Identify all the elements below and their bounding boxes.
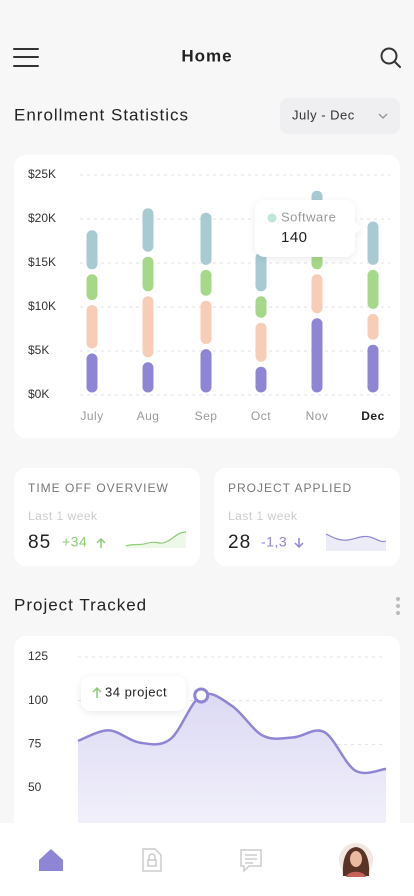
up-arrow	[96, 537, 106, 548]
bar-segment	[311, 274, 323, 314]
stat-card	[14, 468, 200, 566]
home-tab[interactable]	[39, 849, 63, 871]
x-tick-label: Nov	[306, 409, 329, 423]
y-tick-label: $15K	[28, 255, 56, 269]
card-title: PROJECT APPLIED	[228, 481, 352, 495]
search-button[interactable]	[380, 47, 401, 68]
bar-segment	[86, 274, 98, 301]
y-tick-label: 100	[28, 693, 48, 707]
bar-axis: $0K $5K $10K $15K $20K $25K July Aug Sep Oct Nov De…	[28, 167, 390, 423]
sparkline	[125, 531, 187, 547]
messages-tab[interactable]	[240, 849, 262, 873]
page-title: Home	[181, 46, 232, 65]
tooltip-label: Software	[281, 209, 336, 224]
bar-segment	[367, 344, 379, 393]
annotation	[81, 676, 186, 711]
tooltip-value: 140	[281, 229, 308, 246]
y-tick-label: 125	[28, 649, 48, 663]
line-group: 50 75 100 125	[28, 649, 387, 823]
tooltip-dot	[267, 213, 277, 223]
docs-tab[interactable]	[142, 848, 162, 872]
bar-segment	[311, 318, 323, 393]
sparkline	[325, 533, 387, 543]
bar-segment	[142, 296, 154, 358]
bar-segment	[142, 362, 154, 393]
tooltip	[255, 200, 362, 257]
bar-segment	[86, 353, 98, 393]
bar-segment	[255, 252, 267, 292]
bar-segment	[367, 313, 379, 340]
y-tick-label: $25K	[28, 167, 56, 181]
menu-button[interactable]	[13, 48, 39, 67]
chart-card	[14, 155, 400, 438]
card-title: TIME OFF OVERVIEW	[28, 481, 169, 495]
area	[78, 693, 386, 823]
bar-segment	[255, 296, 267, 318]
bar-segment	[367, 221, 379, 265]
down-arrow	[294, 538, 304, 549]
annotation-text: 34 project	[105, 684, 167, 699]
bar-group	[86, 190, 379, 393]
card-value: 85	[28, 532, 51, 553]
y-tick-label: 75	[28, 737, 42, 751]
line	[77, 692, 387, 775]
highlight-point	[193, 687, 210, 704]
range-dropdown[interactable]: July - Dec	[280, 98, 400, 134]
card-value: 28	[228, 532, 251, 553]
bar-segment	[200, 212, 212, 265]
x-tick-label: Sep	[195, 409, 218, 423]
bar-segment	[200, 300, 212, 345]
y-tick-label: $0K	[28, 387, 49, 401]
y-tick-label: $20K	[28, 211, 56, 225]
bar-segment	[367, 269, 379, 309]
x-tick-label: Oct	[251, 409, 271, 423]
bar-segment	[142, 256, 154, 292]
section-title: Enrollment Statistics	[14, 105, 189, 124]
bottom-nav	[0, 823, 414, 896]
card-period: Last 1 week	[228, 509, 298, 523]
x-tick-label: Dec	[361, 409, 385, 423]
sparkline-area	[126, 532, 186, 548]
y-tick-label: 50	[28, 780, 42, 794]
y-tick-label: $5K	[28, 343, 49, 357]
card-change: -1,3	[261, 534, 287, 550]
bar-segment	[86, 230, 98, 270]
card-period: Last 1 week	[28, 509, 98, 523]
bar-segment	[255, 366, 267, 393]
bar-segment	[86, 305, 98, 349]
bar-segment	[255, 322, 267, 362]
profile-tab[interactable]	[339, 843, 373, 877]
sparkline-area	[326, 534, 386, 551]
dropdown-label: July - Dec	[292, 107, 355, 122]
card-change: +34	[62, 534, 87, 550]
up-arrow	[92, 686, 102, 698]
more-button[interactable]	[396, 597, 400, 615]
section-title: Project Tracked	[14, 595, 147, 614]
bar-segment	[142, 208, 154, 252]
bar-segment	[200, 269, 212, 296]
bar-segment	[200, 349, 212, 393]
x-tick-label: July	[80, 409, 103, 423]
x-tick-label: Aug	[137, 409, 160, 423]
y-tick-label: $10K	[28, 299, 56, 313]
